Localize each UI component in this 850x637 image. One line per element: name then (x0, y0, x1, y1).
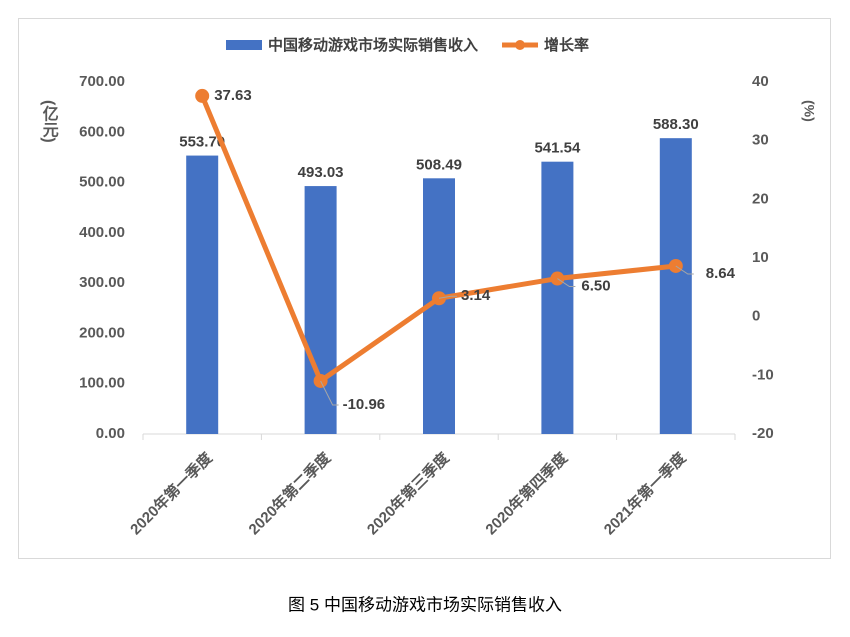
line-value-label: 8.64 (706, 265, 736, 282)
y2-tick-label: 0 (752, 308, 760, 325)
legend-swatch (515, 40, 526, 50)
bar-value-label: 553.70 (179, 134, 225, 151)
legend-swatch (226, 40, 262, 50)
leader-line (557, 278, 576, 288)
y-tick-label: 100.00 (79, 375, 125, 392)
bar (186, 155, 219, 434)
y2-tick-label: 30 (752, 132, 769, 149)
y2-tick-label: -20 (752, 425, 774, 442)
y-tick-label: 300.00 (79, 274, 125, 291)
bar (659, 138, 692, 435)
y2-tick-label: 10 (752, 249, 769, 266)
bar-value-label: 588.30 (653, 116, 699, 133)
line-marker (195, 88, 210, 103)
caption: 图 5 中国移动游戏市场实际销售收入 (288, 595, 562, 614)
y-tick-label: 0.00 (96, 425, 125, 442)
y-tick-label: 500.00 (79, 174, 125, 191)
bar (304, 186, 337, 434)
leader-line (320, 380, 339, 406)
bar (541, 161, 574, 434)
y2-tick-label: 20 (752, 190, 769, 207)
leader-line (438, 295, 457, 299)
legend-label: 中国移动游戏市场实际销售收入 (268, 36, 478, 54)
line-value-label: 37.63 (214, 87, 252, 104)
bar-value-label: 508.49 (416, 156, 462, 173)
y2-tick-label: -10 (752, 366, 774, 383)
y2-axis-label: (%) (801, 100, 817, 122)
line-value-label: -10.96 (343, 396, 386, 413)
y2-tick-label: 40 (752, 73, 769, 90)
legend-label: 增长率 (544, 36, 589, 54)
y-axis-label: (亿元) (40, 100, 59, 143)
y-tick-label: 700.00 (79, 73, 125, 90)
y-tick-label: 600.00 (79, 123, 125, 140)
line-value-label: 6.50 (581, 278, 610, 295)
bar-value-label: 493.03 (298, 164, 344, 181)
bar-value-label: 541.54 (534, 140, 581, 157)
line-value-label: 3.14 (461, 287, 491, 304)
y-tick-label: 200.00 (79, 324, 125, 341)
leader-line (675, 265, 694, 275)
y-tick-label: 400.00 (79, 224, 125, 241)
